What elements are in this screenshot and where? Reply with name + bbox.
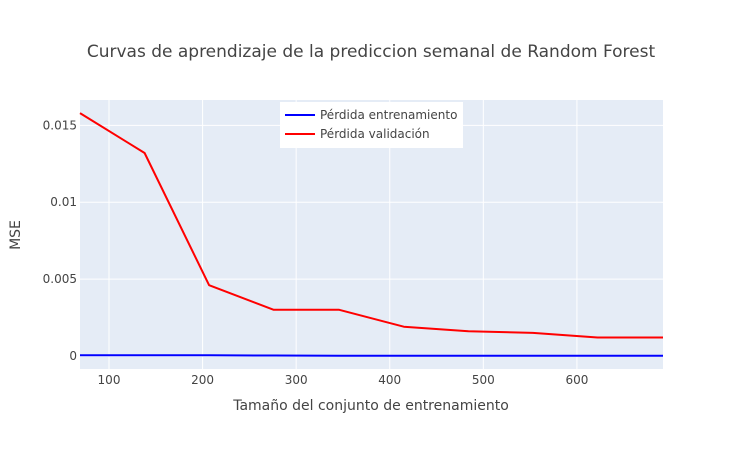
y-tick-label: 0.005 <box>43 272 77 286</box>
x-axis-title: Tamaño del conjunto de entrenamiento <box>232 398 509 414</box>
x-tick-label: 200 <box>191 373 214 387</box>
y-tick-label: 0.015 <box>43 118 77 132</box>
y-axis-title: MSE <box>8 220 24 250</box>
series-line-validation <box>79 112 663 339</box>
legend-label-training: Pérdida entrenamiento <box>320 108 457 122</box>
x-tick-label: 100 <box>98 373 121 387</box>
x-tick-labels: 100 200 300 400 500 600 <box>98 373 589 387</box>
x-tick-label: 400 <box>378 373 401 387</box>
x-tick-label: 600 <box>565 373 588 387</box>
y-tick-labels: 0 0.005 0.01 0.015 <box>43 118 77 363</box>
x-tick-label: 300 <box>285 373 308 387</box>
legend-box <box>280 102 463 148</box>
series-lines <box>79 112 663 357</box>
legend-label-validation: Pérdida validación <box>320 127 430 141</box>
y-tick-label: 0.01 <box>50 195 77 209</box>
x-tick-label: 500 <box>472 373 495 387</box>
y-tick-label: 0 <box>69 349 77 363</box>
chart-title: Curvas de aprendizaje de la prediccion s… <box>87 42 656 62</box>
legend: Pérdida entrenamiento Pérdida validación <box>280 102 463 148</box>
series-line-training <box>80 354 663 357</box>
